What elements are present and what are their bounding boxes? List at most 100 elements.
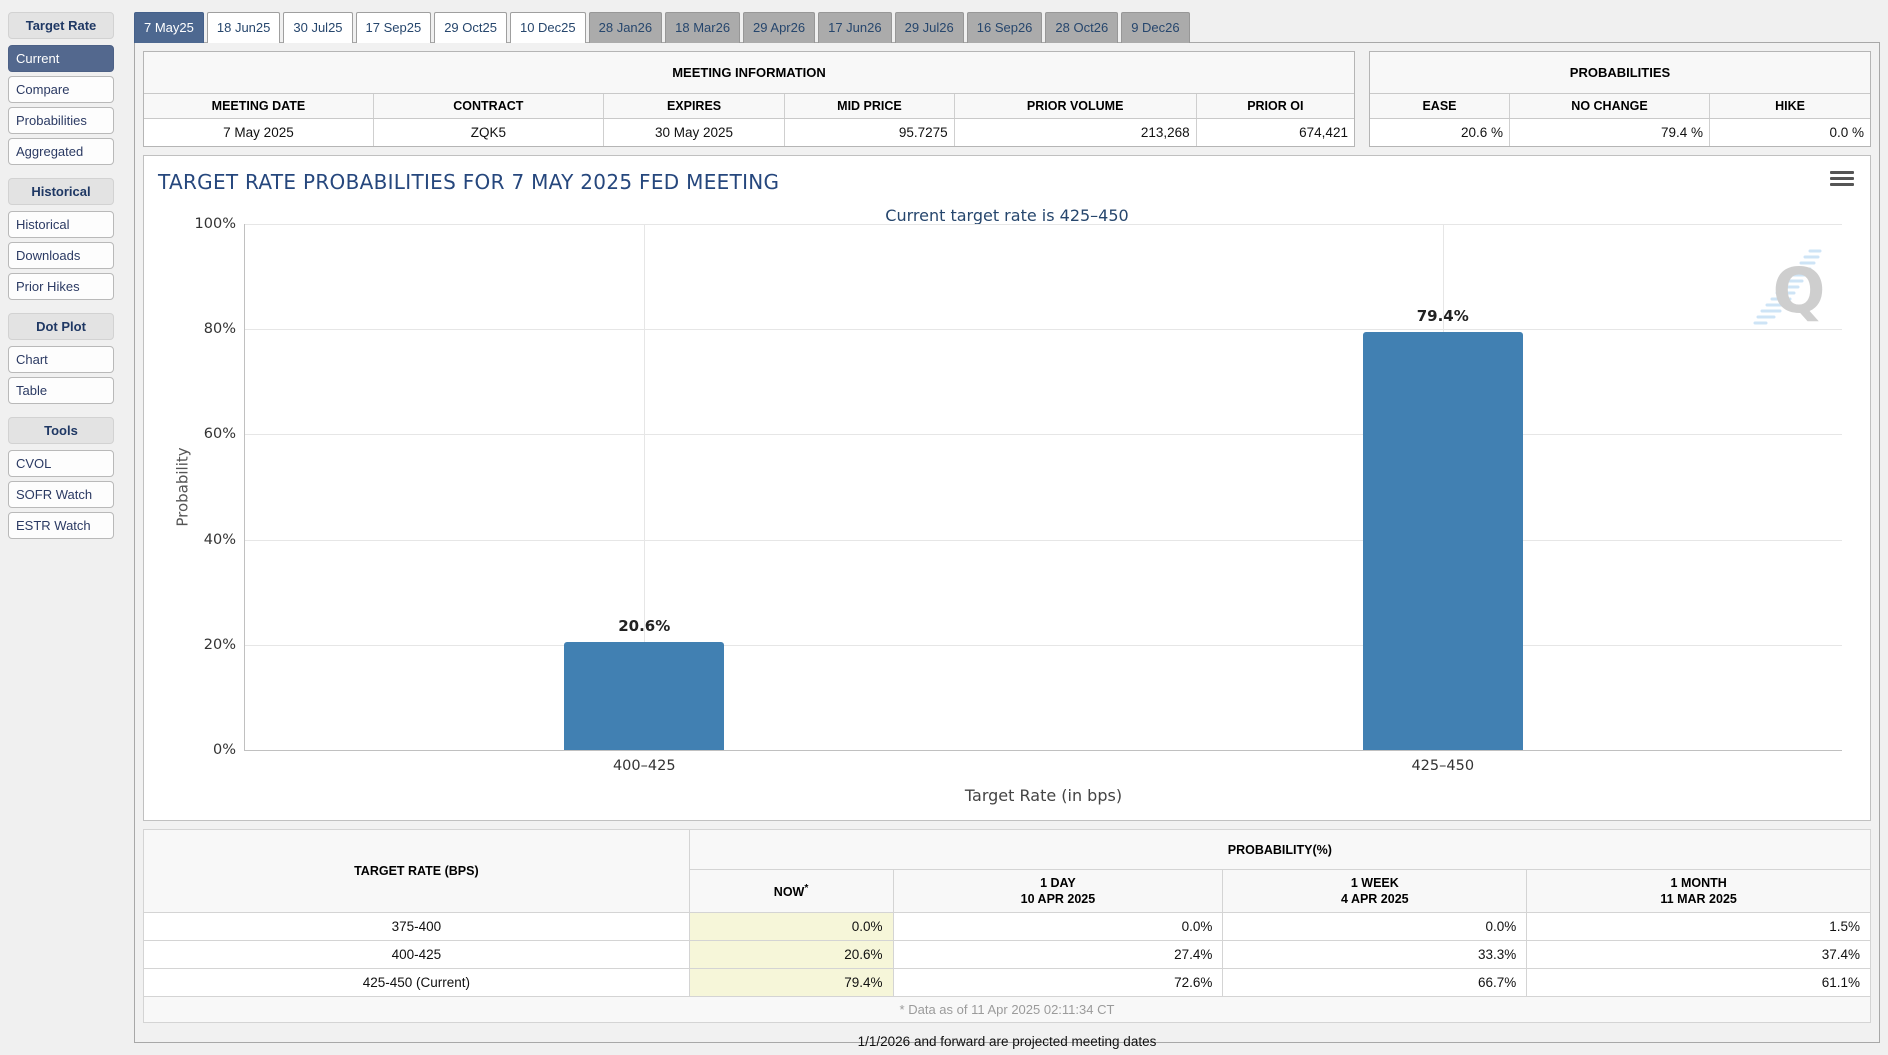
sidebar-item-sofr-watch[interactable]: SOFR Watch (8, 481, 114, 508)
sidebar-item-downloads[interactable]: Downloads (8, 242, 114, 269)
meeting-information-title: MEETING INFORMATION (144, 52, 1354, 94)
x-axis-title: Target Rate (in bps) (964, 786, 1123, 805)
col-header-mid-price: MID PRICE (785, 94, 955, 118)
sidebar-section-historical: Historical (8, 178, 114, 205)
probability-history-table: TARGET RATE (BPS) PROBABILITY(%) NOW* 1 … (143, 829, 1872, 1023)
rate-cell: 425-450 (Current) (143, 968, 690, 997)
bar-label-425-450: 79.4% (1416, 307, 1469, 326)
day1-cell: 72.6% (892, 968, 1224, 997)
meeting-information-data-row: 7 May 2025 ZQK5 30 May 2025 95.7275 213,… (144, 119, 1354, 146)
col-header-now: NOW* (688, 869, 894, 913)
sidebar-item-cvol[interactable]: CVOL (8, 450, 114, 477)
month1-cell: 37.4% (1526, 940, 1871, 969)
y-tick-80: 80% (203, 321, 236, 338)
prior-oi-value: 674,421 (1299, 125, 1348, 140)
mid-price-value: 95.7275 (785, 119, 955, 146)
month1-cell: 1.5% (1526, 912, 1871, 941)
probabilities-title: PROBABILITIES (1370, 52, 1870, 94)
chart-context-menu-icon[interactable] (1830, 171, 1854, 189)
tab-28-oct26[interactable]: 28 Oct26 (1045, 12, 1119, 43)
day1-cell: 27.4% (892, 940, 1224, 969)
now-cell: 20.6% (688, 940, 894, 969)
probabilities-data-row: 20.6 % 79.4 % 0.0 % (1370, 119, 1870, 146)
sidebar-item-chart[interactable]: Chart (8, 346, 114, 373)
y-tick-20: 20% (203, 636, 236, 653)
tab-7-may25[interactable]: 7 May25 (134, 12, 204, 43)
ease-value: 20.6 % (1370, 119, 1510, 146)
sidebar-item-table[interactable]: Table (8, 377, 114, 404)
col-header-1-month: 1 MONTH 11 MAR 2025 (1526, 869, 1871, 913)
x-category-400-425: 400–425 (612, 758, 676, 774)
tab-18-jun25[interactable]: 18 Jun25 (206, 12, 281, 43)
week1-cell: 33.3% (1222, 940, 1528, 969)
month1-cell: 61.1% (1526, 968, 1871, 997)
col-header-expires: EXPIRES (604, 94, 786, 118)
expires-value: 30 May 2025 (604, 119, 786, 146)
tab-18-mar26[interactable]: 18 Mar26 (665, 12, 741, 43)
meeting-information-table: MEETING INFORMATION MEETING DATE CONTRAC… (143, 51, 1355, 147)
tab-17-jun26[interactable]: 17 Jun26 (818, 12, 892, 43)
col-header-target-rate-bps: TARGET RATE (BPS) (143, 829, 690, 913)
sidebar-item-compare[interactable]: Compare (8, 76, 114, 103)
now-cell: 0.0% (688, 912, 894, 941)
tab-9-dec26[interactable]: 9 Dec26 (1121, 12, 1190, 43)
col-header-contract: CONTRACT (374, 94, 604, 118)
col-header-probability-group: PROBABILITY(%) (688, 829, 1872, 870)
sidebar-item-current[interactable]: Current (8, 45, 114, 72)
tab-29-apr26[interactable]: 29 Apr26 (743, 12, 816, 43)
sidebar-section-dot-plot: Dot Plot (8, 313, 114, 340)
main-panel: MEETING INFORMATION MEETING DATE CONTRAC… (134, 42, 1880, 1049)
now-asterisk: * (804, 882, 809, 894)
info-row: MEETING INFORMATION MEETING DATE CONTRAC… (143, 51, 1871, 147)
y-tick-60: 60% (203, 426, 236, 443)
table-row-400-425: 400-425 20.6% 27.4% 33.3% 37.4% (143, 940, 1871, 969)
probabilities-summary-table: PROBABILITIES EASE NO CHANGE HIKE 20.6 %… (1369, 51, 1871, 147)
bar-425-450[interactable]: 79.4% (1362, 307, 1523, 750)
quikstrike-watermark-icon: Q (1752, 244, 1836, 332)
no-change-value: 79.4 % (1510, 119, 1710, 146)
col-header-meeting-date: MEETING DATE (144, 94, 374, 118)
rate-cell: 400-425 (143, 940, 690, 969)
tab-29-oct25[interactable]: 29 Oct25 (434, 12, 507, 43)
now-cell: 79.4% (688, 968, 894, 997)
probabilities-header-row: EASE NO CHANGE HIKE (1370, 94, 1870, 119)
meeting-date-value: 7 May 2025 (144, 119, 374, 146)
meeting-information-header-row: MEETING DATE CONTRACT EXPIRES MID PRICE … (144, 94, 1354, 119)
table-footnote-row: * Data as of 11 Apr 2025 02:11:34 CT (143, 996, 1871, 1023)
y-tick-0: 0% (212, 742, 236, 758)
table-row-375-400: 375-400 0.0% 0.0% 0.0% 1.5% (143, 912, 1871, 941)
tab-30-jul25[interactable]: 30 Jul25 (283, 12, 353, 43)
tab-10-dec25[interactable]: 10 Dec25 (509, 12, 586, 43)
bar-label-400-425: 20.6% (618, 616, 671, 635)
svg-text:Q: Q (1773, 254, 1826, 327)
sidebar-item-estr-watch[interactable]: ESTR Watch (8, 512, 114, 539)
col-header-prior-oi: PRIOR OI (1247, 99, 1304, 113)
main-content: 7 May25 18 Jun25 30 Jul25 17 Sep25 29 Oc… (134, 12, 1880, 1049)
x-category-425-450: 425–450 (1411, 758, 1475, 774)
col-header-no-change: NO CHANGE (1510, 94, 1710, 118)
chart-title: TARGET RATE PROBABILITIES FOR 7 MAY 2025… (158, 170, 780, 194)
sidebar-item-historical[interactable]: Historical (8, 211, 114, 238)
probability-chart: TARGET RATE PROBABILITIES FOR 7 MAY 2025… (143, 155, 1871, 821)
bar-400-425[interactable]: 20.6% (564, 617, 725, 750)
sidebar-item-probabilities[interactable]: Probabilities (8, 107, 114, 134)
chart-subtitle: Current target rate is 425–450 (885, 206, 1129, 225)
tab-28-jan26[interactable]: 28 Jan26 (588, 12, 663, 43)
sidebar-item-aggregated[interactable]: Aggregated (8, 138, 114, 165)
table-row-425-450-current: 425-450 (Current) 79.4% 72.6% 66.7% 61.1… (143, 968, 1871, 997)
tab-29-jul26[interactable]: 29 Jul26 (894, 12, 964, 43)
hike-value: 0.0 % (1829, 125, 1864, 140)
week1-cell: 0.0% (1222, 912, 1528, 941)
sidebar-item-prior-hikes[interactable]: Prior Hikes (8, 273, 114, 300)
col-header-prior-volume: PRIOR VOLUME (955, 94, 1197, 118)
tab-17-sep25[interactable]: 17 Sep25 (355, 12, 432, 43)
meeting-tabs: 7 May25 18 Jun25 30 Jul25 17 Sep25 29 Oc… (134, 12, 1880, 43)
col-header-hike: HIKE (1775, 99, 1805, 113)
tab-16-sep26[interactable]: 16 Sep26 (966, 12, 1043, 43)
plot-area: Probability 0% 20% 40% 60% 80% 100% 20.6… (174, 216, 1842, 805)
rate-cell: 375-400 (143, 912, 690, 941)
col-header-ease: EASE (1370, 94, 1510, 118)
day1-cell: 0.0% (892, 912, 1224, 941)
prior-volume-value: 213,268 (955, 119, 1197, 146)
sidebar: Target Rate Current Compare Probabilitie… (8, 12, 114, 543)
